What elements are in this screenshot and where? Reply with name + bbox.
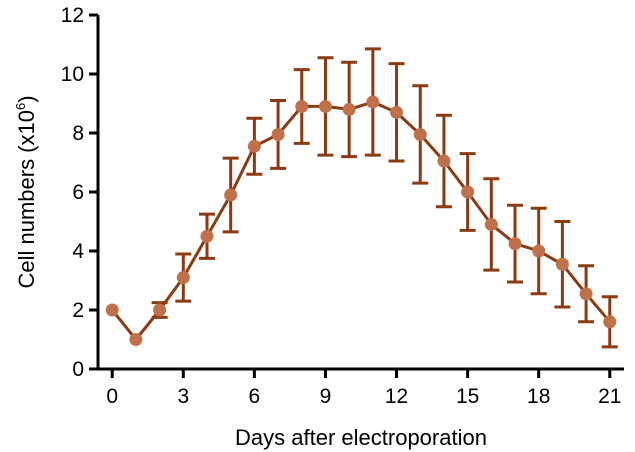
data-point	[461, 185, 475, 199]
data-point	[295, 99, 309, 113]
x-tick-label: 18	[527, 385, 550, 408]
series-line	[111, 100, 611, 341]
data-point	[247, 139, 261, 153]
data-point	[603, 315, 617, 329]
y-tick-label: 8	[72, 122, 84, 145]
x-tick-label: 9	[320, 385, 332, 408]
x-axis-title: Days after electroporation	[235, 425, 487, 450]
data-point	[508, 237, 522, 251]
y-axis-title-text: Cell numbers (x10	[14, 110, 39, 289]
data-point	[342, 102, 356, 116]
data-point	[390, 105, 404, 119]
y-tick-label: 0	[72, 358, 84, 381]
x-tick-label: 6	[249, 385, 261, 408]
data-point	[413, 127, 427, 141]
x-tick-label: 12	[385, 385, 408, 408]
y-axis-title-exponent: 6	[13, 103, 28, 110]
data-points	[105, 95, 617, 346]
data-point	[579, 287, 593, 301]
data-point	[532, 244, 546, 258]
x-tick-label: 15	[456, 385, 479, 408]
y-tick-label: 4	[72, 240, 84, 263]
data-point	[318, 99, 332, 113]
y-tick-label: 12	[61, 4, 84, 27]
axes	[96, 15, 624, 371]
y-axis-title-close: )	[14, 95, 39, 102]
y-axis-title: Cell numbers (x106)	[13, 95, 39, 288]
x-tick-label: 0	[106, 385, 118, 408]
data-point	[129, 333, 143, 346]
data-point	[105, 303, 119, 317]
y-tick-label: 10	[61, 63, 84, 86]
x-tick-label: 21	[598, 385, 621, 408]
data-point	[555, 257, 569, 271]
y-ticks: 0 2 4 6 8 10 12	[61, 4, 98, 381]
data-point	[176, 271, 190, 285]
data-point	[153, 303, 167, 317]
data-point	[224, 188, 238, 202]
x-ticks: 0 3 6 9 12 15 18 21	[106, 369, 621, 408]
x-tick-label: 3	[177, 385, 189, 408]
data-point	[366, 95, 380, 109]
data-point	[437, 154, 451, 168]
y-tick-label: 2	[72, 299, 84, 322]
error-bars	[151, 47, 618, 349]
data-point	[271, 127, 285, 141]
data-point	[484, 217, 498, 231]
data-point	[200, 229, 214, 243]
y-tick-label: 6	[72, 181, 84, 204]
